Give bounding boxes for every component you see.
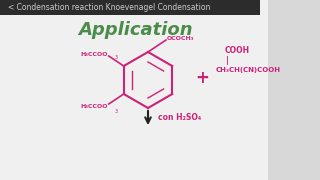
FancyBboxPatch shape (268, 0, 320, 180)
Text: CH₃CH(CN)COOH: CH₃CH(CN)COOH (216, 67, 281, 73)
Text: Application: Application (78, 21, 192, 39)
Text: +: + (195, 69, 209, 87)
Text: COOH: COOH (225, 46, 250, 55)
Text: OCOCH₃: OCOCH₃ (167, 35, 195, 40)
FancyBboxPatch shape (0, 0, 260, 15)
Text: 3: 3 (115, 109, 118, 114)
Text: < Condensation reaction Knoevenagel Condensation: < Condensation reaction Knoevenagel Cond… (8, 3, 210, 12)
Text: 3: 3 (115, 55, 118, 60)
Text: |: | (226, 55, 229, 64)
Text: con H₂SO₄: con H₂SO₄ (158, 114, 201, 123)
Text: H₃CCOO: H₃CCOO (80, 53, 108, 57)
Text: H₃CCOO: H₃CCOO (80, 103, 108, 109)
